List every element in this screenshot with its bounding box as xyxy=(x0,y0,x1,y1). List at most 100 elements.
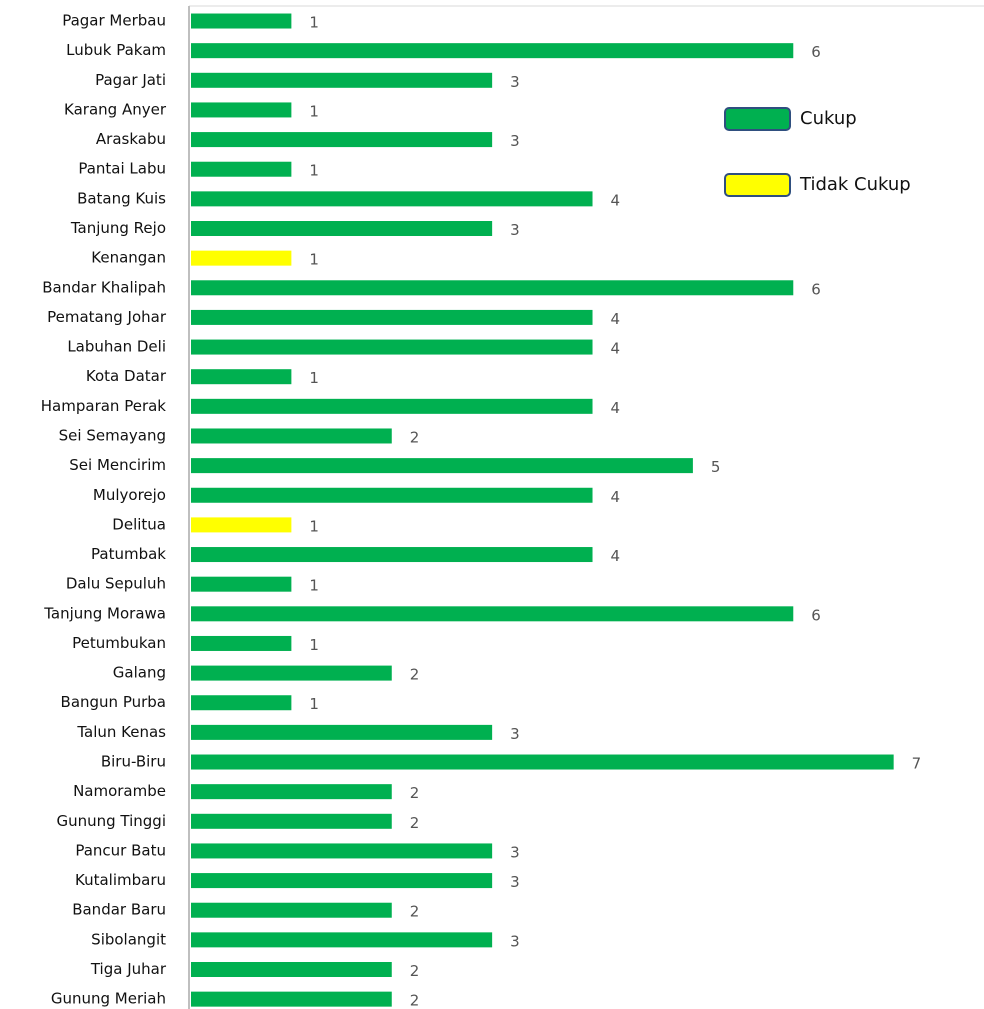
y-tick-label: Mulyorejo xyxy=(93,486,166,504)
bar xyxy=(191,369,292,385)
data-label: 1 xyxy=(309,517,319,535)
y-tick-label: Gunung Tinggi xyxy=(56,812,166,830)
bar xyxy=(191,339,593,355)
bar xyxy=(191,665,392,681)
bar xyxy=(191,280,794,296)
y-tick-label: Pagar Merbau xyxy=(62,12,166,30)
data-label: 1 xyxy=(309,636,319,654)
y-tick-label: Kota Datar xyxy=(86,367,167,385)
bar xyxy=(191,72,493,88)
bar xyxy=(191,576,292,592)
legend-label: Tidak Cukup xyxy=(799,174,911,195)
y-tick-label: Talun Kenas xyxy=(76,723,166,741)
data-label: 1 xyxy=(309,102,319,120)
y-tick-label: Karang Anyer xyxy=(64,100,167,118)
y-tick-label: Petumbukan xyxy=(72,634,166,652)
data-label: 2 xyxy=(410,784,420,802)
data-label: 1 xyxy=(309,695,319,713)
bar xyxy=(191,161,292,177)
bar xyxy=(191,221,493,236)
y-tick-label: Patumbak xyxy=(91,545,166,563)
data-label: 3 xyxy=(510,843,520,861)
data-label: 3 xyxy=(510,873,520,891)
data-label: 1 xyxy=(309,14,319,32)
y-tick-label: Sei Semayang xyxy=(59,426,166,444)
y-tick-label: Pancur Batu xyxy=(75,841,166,859)
bar xyxy=(191,754,894,770)
data-label: 3 xyxy=(510,132,520,150)
data-label: 1 xyxy=(309,251,319,269)
bar xyxy=(191,843,493,859)
y-tick-label: Sei Mencirim xyxy=(69,456,166,474)
bar xyxy=(191,191,593,207)
data-label: 7 xyxy=(912,755,922,773)
y-tick-label: Pagar Jati xyxy=(95,71,166,89)
y-tick-label: Bandar Khalipah xyxy=(42,278,166,296)
bar xyxy=(191,102,292,118)
bar xyxy=(191,813,392,829)
y-tick-label: Kutalimbaru xyxy=(75,871,166,889)
data-label: 2 xyxy=(410,814,420,832)
data-label: 3 xyxy=(510,73,520,91)
bar xyxy=(191,784,392,800)
data-label: 4 xyxy=(611,488,621,506)
data-label: 2 xyxy=(410,428,420,446)
bar xyxy=(191,902,392,918)
bar xyxy=(191,250,292,266)
legend-swatch xyxy=(724,173,791,197)
bar xyxy=(191,724,493,740)
y-tick-label: Araskabu xyxy=(96,130,166,148)
y-tick-label: Bangun Purba xyxy=(61,693,166,711)
y-tick-label: Labuhan Deli xyxy=(67,338,166,356)
data-label: 6 xyxy=(811,280,821,298)
bar xyxy=(191,13,292,29)
legend-swatch xyxy=(724,107,791,131)
bar xyxy=(191,43,794,59)
data-label: 6 xyxy=(811,606,821,624)
bar xyxy=(191,873,493,889)
data-label: 5 xyxy=(711,458,721,476)
bar xyxy=(191,132,493,148)
bar xyxy=(191,932,493,948)
data-label: 1 xyxy=(309,577,319,595)
y-tick-label: Lubuk Pakam xyxy=(66,41,166,59)
y-tick-label: Pantai Labu xyxy=(78,160,166,178)
data-label: 2 xyxy=(410,666,420,684)
y-tick-label: Delitua xyxy=(112,515,166,533)
y-tick-label: Kenangan xyxy=(91,249,166,267)
bar xyxy=(191,487,593,503)
bar xyxy=(191,458,693,474)
bar xyxy=(191,635,292,651)
bar xyxy=(191,309,593,325)
y-tick-label: Galang xyxy=(113,664,166,682)
y-tick-label: Hamparan Perak xyxy=(41,397,167,415)
data-label: 2 xyxy=(410,992,420,1009)
y-tick-label: Biru-Biru xyxy=(101,753,166,771)
bar xyxy=(191,606,794,622)
y-tick-label: Bandar Baru xyxy=(72,901,166,919)
bar xyxy=(191,428,392,444)
bar xyxy=(191,517,292,533)
legend-label: Cukup xyxy=(800,108,857,129)
data-label: 3 xyxy=(510,932,520,950)
bar xyxy=(191,962,392,977)
y-tick-label: Namorambe xyxy=(73,782,166,800)
data-label: 4 xyxy=(611,340,621,358)
data-label: 4 xyxy=(611,310,621,328)
data-label: 6 xyxy=(811,43,821,61)
y-tick-label: Tiga Juhar xyxy=(90,960,167,978)
y-tick-label: Tanjung Rejo xyxy=(70,219,166,237)
y-tick-label: Dalu Sepuluh xyxy=(66,575,166,593)
y-tick-label: Gunung Meriah xyxy=(51,990,166,1008)
bar xyxy=(191,547,593,563)
y-tick-label: Tanjung Morawa xyxy=(43,604,166,622)
data-label: 4 xyxy=(611,399,621,417)
bar xyxy=(191,991,392,1007)
data-label: 4 xyxy=(611,547,621,565)
data-label: 4 xyxy=(611,191,621,209)
data-label: 2 xyxy=(410,903,420,921)
data-label: 1 xyxy=(309,162,319,180)
y-tick-label: Pematang Johar xyxy=(47,308,167,326)
data-label: 2 xyxy=(410,962,420,980)
